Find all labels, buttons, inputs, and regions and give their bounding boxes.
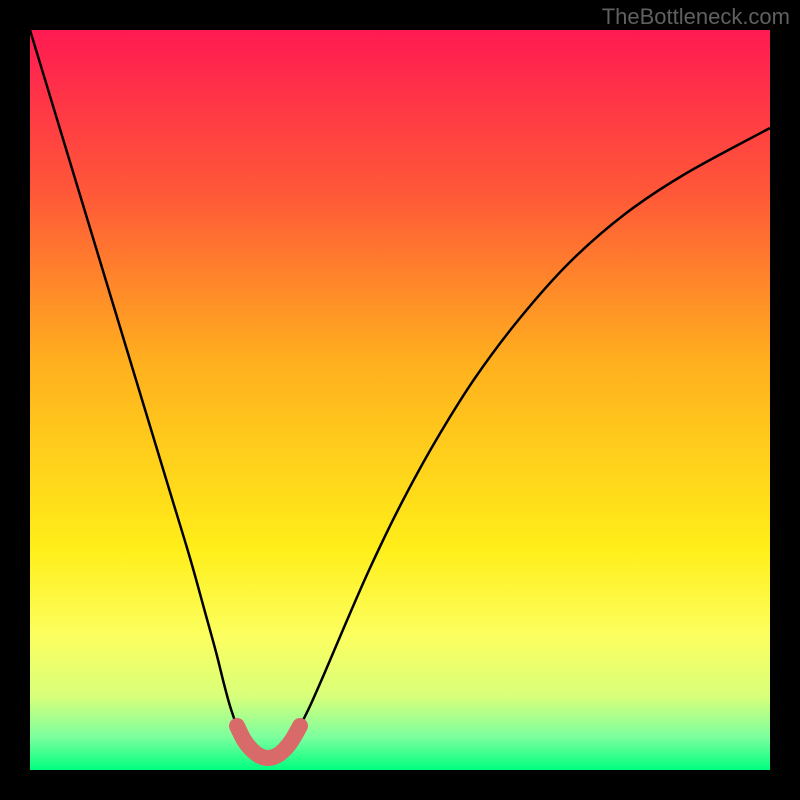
watermark-text: TheBottleneck.com <box>602 4 790 30</box>
bottleneck-chart <box>0 0 800 800</box>
canvas: TheBottleneck.com <box>0 0 800 800</box>
